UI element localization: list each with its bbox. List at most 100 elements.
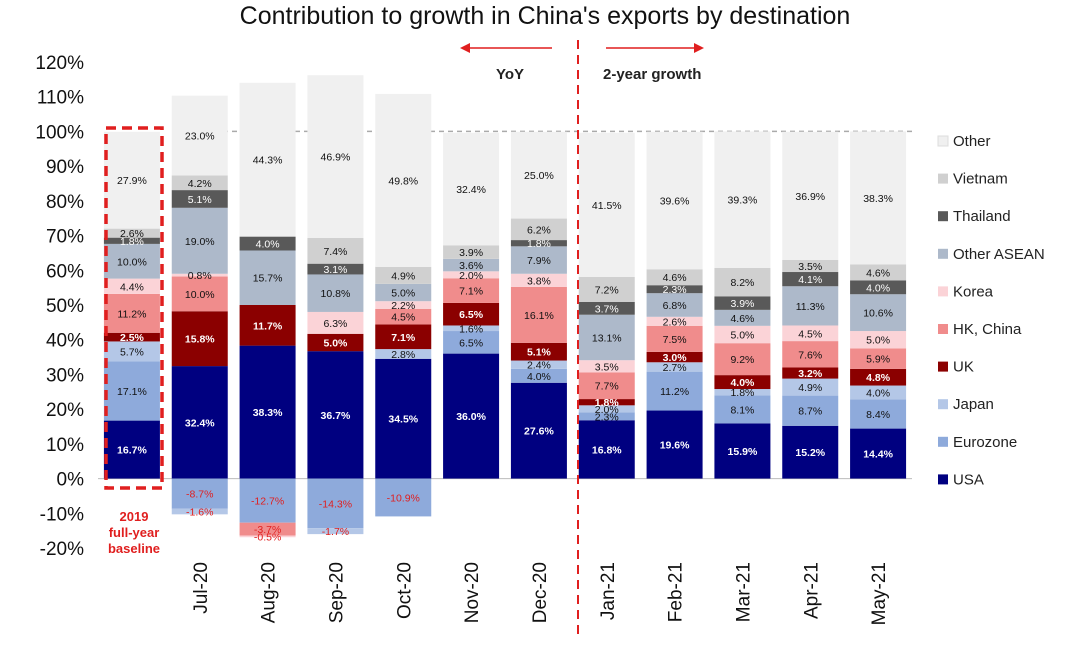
data-label: 27.9% <box>117 175 147 187</box>
legend-label: Japan <box>953 396 994 413</box>
data-label: 4.0% <box>527 371 551 383</box>
bar-segment <box>103 243 160 279</box>
data-label: 6.3% <box>323 318 347 330</box>
bar-segment <box>782 378 839 396</box>
data-label: 5.7% <box>120 346 144 358</box>
data-label: 7.5% <box>663 334 687 346</box>
bar-segment <box>850 264 907 281</box>
bar-segment <box>103 341 160 362</box>
x-tick-label: Jan-21 <box>598 562 619 620</box>
data-label: 4.1% <box>798 274 822 286</box>
data-label: 16.1% <box>524 310 554 322</box>
baseline-note-period: full-year <box>109 525 160 540</box>
legend-label: Vietnam <box>953 171 1008 188</box>
data-label: 2.2% <box>391 300 415 312</box>
data-label: 4.9% <box>798 382 822 394</box>
data-label: 2.5% <box>120 332 145 344</box>
bar-segment <box>782 131 839 260</box>
data-label: 15.8% <box>185 334 215 346</box>
data-label: 5.1% <box>527 347 552 359</box>
data-label: 11.7% <box>253 320 283 332</box>
bar-segment <box>171 276 228 312</box>
bar-segment <box>375 308 432 325</box>
legend-swatch <box>938 286 948 297</box>
data-label: 19.6% <box>660 440 690 452</box>
data-label: 4.2% <box>188 178 212 190</box>
y-tick-label: 40% <box>46 331 84 352</box>
data-label: 6.2% <box>527 224 551 236</box>
data-label: 7.9% <box>527 255 551 267</box>
data-label: 36.0% <box>456 411 486 423</box>
bar-segment <box>646 131 703 270</box>
bar-segment <box>510 246 567 274</box>
bar-segment <box>510 131 567 219</box>
two-year-growth-label: 2-year growth <box>603 66 701 83</box>
legend-label: USA <box>953 471 984 488</box>
bar-segment <box>714 267 771 297</box>
data-label: 5.0% <box>323 337 348 349</box>
bar-segment <box>510 240 567 247</box>
data-label: 17.1% <box>117 386 147 398</box>
bar-segment <box>443 353 500 479</box>
x-tick-label: Oct-20 <box>394 562 415 619</box>
data-label: 5.9% <box>866 354 890 366</box>
data-label: 7.2% <box>595 284 619 296</box>
data-label: 8.4% <box>866 409 890 421</box>
data-label: 39.6% <box>660 196 690 208</box>
x-tick-label: Apr-21 <box>801 562 822 619</box>
bar-segment <box>714 296 771 310</box>
data-labels-layer: 16.7%17.1%5.7%2.5%11.2%4.4%10.0%1.8%2.6%… <box>117 131 894 544</box>
data-label: 2.6% <box>120 228 144 240</box>
legend-label: Thailand <box>953 208 1011 225</box>
data-label: 8.1% <box>730 404 754 416</box>
bar-segment <box>510 218 567 241</box>
bar-segment <box>171 311 228 367</box>
bar-segment <box>850 280 907 295</box>
bar-segment <box>646 269 703 286</box>
data-label: 2.8% <box>391 349 415 361</box>
bar-segment <box>646 410 703 479</box>
data-label: 3.0% <box>663 352 688 364</box>
legend-swatch <box>938 436 948 447</box>
data-label: 15.2% <box>795 447 825 459</box>
data-label: 5.0% <box>866 335 890 347</box>
bar-segment <box>239 345 296 479</box>
legend-swatch <box>938 173 948 184</box>
bar-segment <box>578 412 635 421</box>
bar-segment <box>714 343 771 376</box>
bar-segment <box>171 207 228 274</box>
data-label: 3.5% <box>595 361 619 373</box>
bar-segment <box>578 301 635 315</box>
bar-segment <box>443 325 500 332</box>
data-label: 4.5% <box>391 312 415 324</box>
data-label: 3.1% <box>323 264 347 276</box>
bar-segment <box>646 371 703 411</box>
bar-segment <box>103 332 160 342</box>
data-label: 1.8% <box>730 387 754 399</box>
data-label: 13.1% <box>592 332 622 344</box>
bar-segment <box>714 325 771 344</box>
data-label: 3.2% <box>798 368 823 380</box>
bar-segment <box>375 349 432 359</box>
data-label: 3.9% <box>459 247 483 259</box>
data-label: 10.0% <box>185 289 215 301</box>
data-label: 10.8% <box>321 288 351 300</box>
data-label: 6.5% <box>459 309 484 321</box>
bar-segment <box>646 293 703 317</box>
bar-segment <box>782 286 839 326</box>
data-label: -12.7% <box>251 496 284 508</box>
data-label: 34.5% <box>388 414 418 426</box>
bar-segment <box>646 351 703 363</box>
bar-segment <box>578 420 635 479</box>
x-tick-label: Dec-20 <box>530 562 551 623</box>
y-tick-label: 120% <box>35 53 84 74</box>
bar-segment <box>171 478 228 509</box>
bar-segment <box>171 175 228 191</box>
data-label: 2.3% <box>595 411 619 423</box>
data-label: 25.0% <box>524 170 554 182</box>
x-tick-label: Feb-21 <box>666 562 687 622</box>
legend: Other Vietnam Thailand Other ASEAN Korea HK, … <box>937 133 1045 488</box>
data-label: 4.0% <box>866 282 890 294</box>
bar-segment <box>171 190 228 208</box>
bar-segment <box>171 508 228 515</box>
